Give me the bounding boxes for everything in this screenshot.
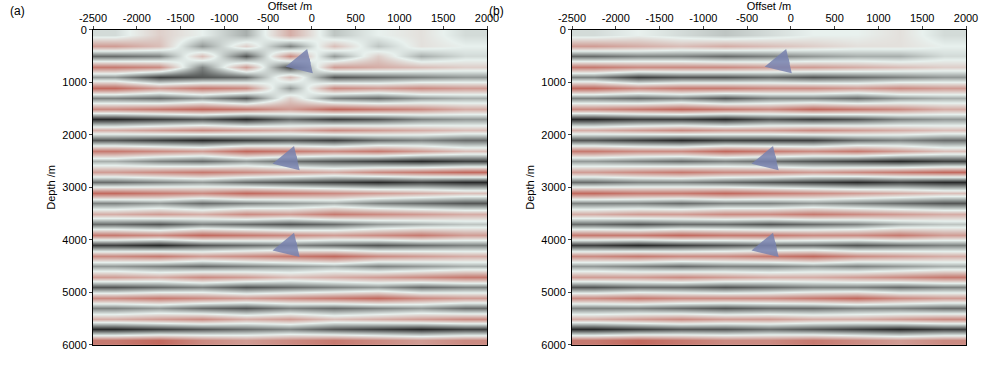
svg-text:Depth /m: Depth /m <box>524 165 536 210</box>
svg-text:4000: 4000 <box>62 234 86 246</box>
svg-text:-1500: -1500 <box>166 12 194 24</box>
svg-text:4000: 4000 <box>541 234 565 246</box>
svg-text:0: 0 <box>81 24 87 36</box>
svg-text:1500: 1500 <box>910 12 934 24</box>
svg-text:5000: 5000 <box>62 286 86 298</box>
svg-text:Offset /m: Offset /m <box>747 0 791 12</box>
svg-text:2000: 2000 <box>954 12 978 24</box>
svg-text:6000: 6000 <box>541 339 565 351</box>
svg-text:-1500: -1500 <box>645 12 673 24</box>
svg-text:-1000: -1000 <box>210 12 238 24</box>
svg-text:-2500: -2500 <box>79 12 107 24</box>
svg-text:2000: 2000 <box>62 129 86 141</box>
svg-text:6000: 6000 <box>62 339 86 351</box>
svg-text:1500: 1500 <box>431 12 455 24</box>
svg-text:1000: 1000 <box>866 12 890 24</box>
svg-text:(a): (a) <box>10 4 25 18</box>
svg-text:-2000: -2000 <box>123 12 151 24</box>
svg-text:(b): (b) <box>489 4 504 18</box>
svg-text:-1000: -1000 <box>689 12 717 24</box>
svg-text:1000: 1000 <box>62 76 86 88</box>
svg-text:-2500: -2500 <box>558 12 586 24</box>
svg-text:3000: 3000 <box>541 181 565 193</box>
svg-text:-2000: -2000 <box>602 12 630 24</box>
svg-text:3000: 3000 <box>62 181 86 193</box>
svg-text:500: 500 <box>346 12 364 24</box>
svg-text:Offset /m: Offset /m <box>268 0 312 12</box>
svg-text:1000: 1000 <box>541 76 565 88</box>
svg-text:-500: -500 <box>736 12 758 24</box>
svg-text:5000: 5000 <box>541 286 565 298</box>
svg-text:500: 500 <box>825 12 843 24</box>
svg-text:2000: 2000 <box>541 129 565 141</box>
svg-text:0: 0 <box>788 12 794 24</box>
svg-text:0: 0 <box>560 24 566 36</box>
svg-text:1000: 1000 <box>387 12 411 24</box>
svg-text:Depth /m: Depth /m <box>45 165 57 210</box>
svg-text:2000: 2000 <box>475 12 499 24</box>
svg-text:0: 0 <box>309 12 315 24</box>
svg-text:-500: -500 <box>257 12 279 24</box>
